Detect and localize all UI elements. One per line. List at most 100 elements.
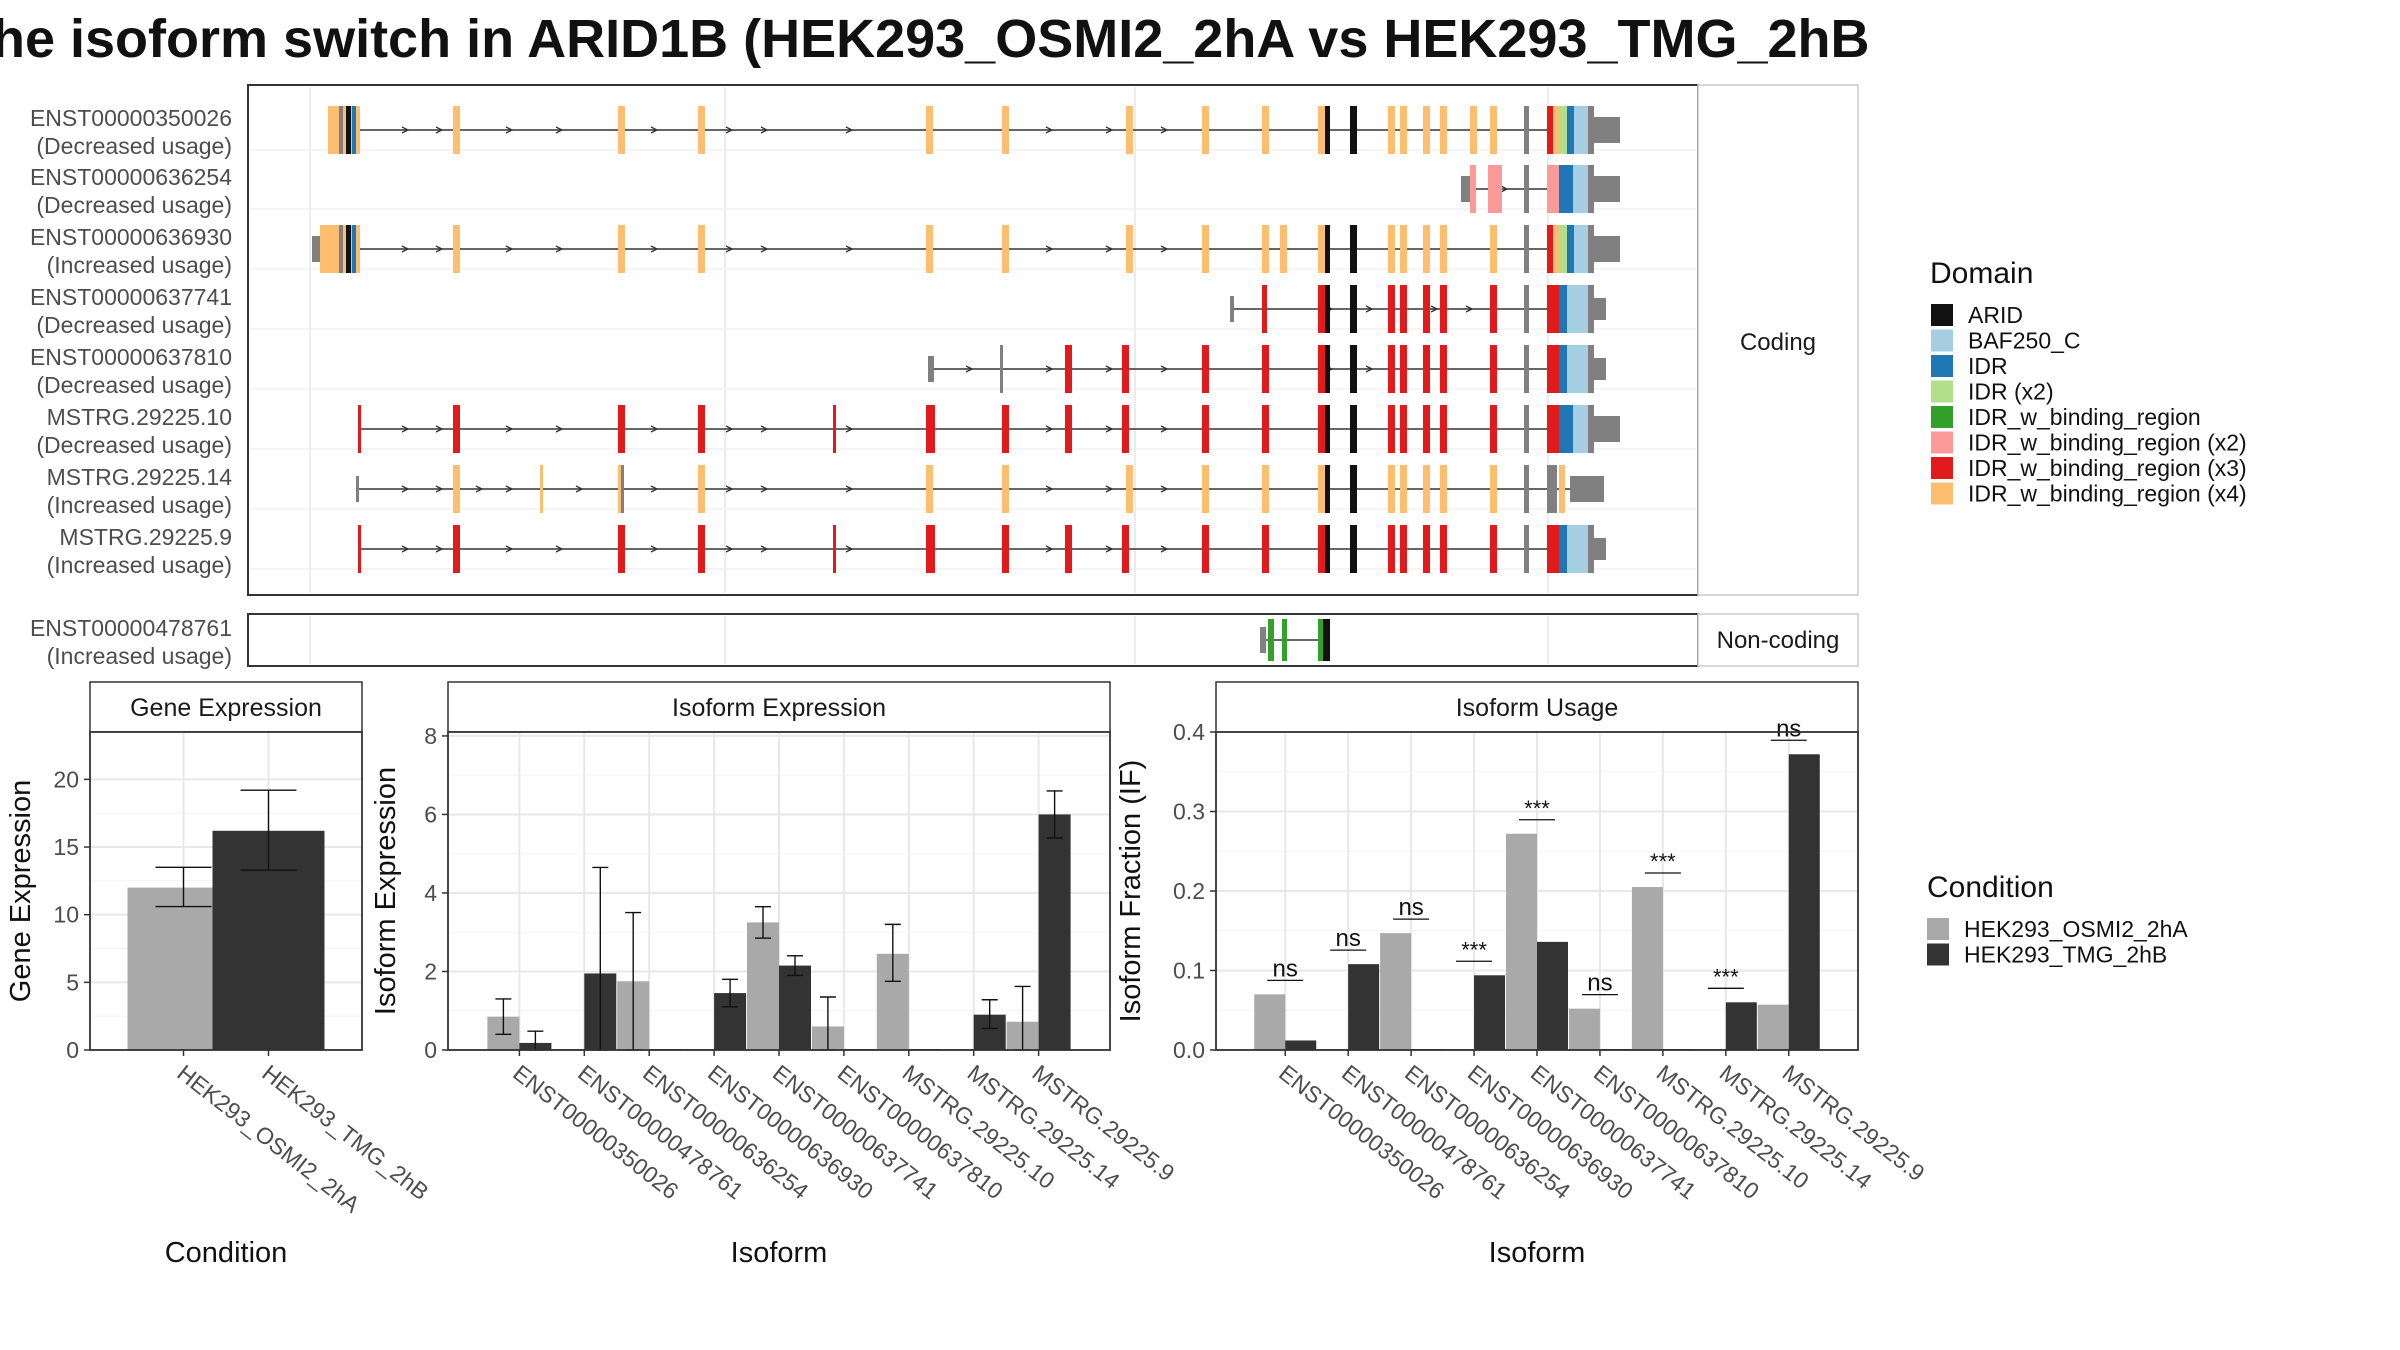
facet-strip xyxy=(447,681,1111,733)
exon-domain-block xyxy=(453,465,460,513)
exon-domain-block xyxy=(1318,345,1325,393)
condition-legend-swatch xyxy=(1927,918,1949,940)
domain-legend-swatch xyxy=(1931,406,1953,428)
exon-domain-block xyxy=(926,525,935,573)
intron-direction-arrow xyxy=(1105,126,1114,134)
utr-block xyxy=(1524,285,1529,333)
domain-legend-swatch xyxy=(1931,380,1953,403)
coding-strip-label: Coding xyxy=(1740,329,1816,356)
intron-direction-arrow xyxy=(1160,245,1169,253)
bar xyxy=(1788,754,1820,1050)
exon-domain-block xyxy=(1002,525,1009,573)
exon-domain-block xyxy=(618,405,625,453)
transcript-id-label: ENST00000350026 xyxy=(30,105,232,131)
y-tick-label: 10 xyxy=(53,902,79,928)
exon-domain-block xyxy=(1488,165,1502,213)
exon-domain-block xyxy=(1440,525,1447,573)
intron-direction-arrow xyxy=(760,545,769,553)
intron-direction-arrow xyxy=(725,485,734,493)
y-tick-label: 0.3 xyxy=(1173,799,1205,825)
exon-domain-block xyxy=(1325,525,1330,573)
exon-domain-block xyxy=(1122,345,1129,393)
exon-domain-block xyxy=(1490,405,1497,453)
intron-direction-arrow xyxy=(1160,545,1169,553)
exon-domain-block xyxy=(1126,465,1133,513)
intron-direction-arrow xyxy=(505,245,514,253)
y-tick-label: 0.4 xyxy=(1173,719,1205,745)
utr-block xyxy=(1524,405,1529,453)
exon-domain-block xyxy=(1202,106,1209,154)
exon-domain-block xyxy=(1423,345,1430,393)
exon-domain-block xyxy=(1126,225,1133,273)
intron-direction-arrow xyxy=(1500,185,1509,193)
utr-block xyxy=(1570,476,1604,502)
utr-block xyxy=(1588,345,1594,393)
intron-direction-arrow xyxy=(1045,485,1054,493)
intron-direction-arrow xyxy=(1105,245,1114,253)
exon-domain-block xyxy=(346,106,351,154)
exon-domain-block xyxy=(1423,405,1430,453)
condition-legend-label: HEK293_TMG_2hB xyxy=(1964,942,2167,968)
utr-block xyxy=(339,225,343,273)
exon-domain-block xyxy=(698,405,705,453)
domain-legend-label: IDR_w_binding_region (x4) xyxy=(1968,481,2247,507)
significance-label: *** xyxy=(1713,964,1739,989)
exon-domain-block xyxy=(1388,405,1395,453)
intron-direction-arrow xyxy=(1045,245,1054,253)
intron-direction-arrow xyxy=(555,126,564,134)
y-tick-label: 15 xyxy=(53,834,79,860)
intron-direction-arrow xyxy=(725,425,734,433)
intron-direction-arrow xyxy=(845,126,854,134)
intron-direction-arrow xyxy=(1105,425,1114,433)
domain-legend-swatch xyxy=(1931,304,1953,326)
exon-domain-block xyxy=(1388,345,1395,393)
intron-direction-arrow xyxy=(1105,545,1114,553)
utr-block xyxy=(1230,296,1234,322)
y-axis-title: Gene Expression xyxy=(5,780,37,1002)
exon-domain-block xyxy=(1574,225,1588,273)
exon-domain-block xyxy=(1002,106,1009,154)
exon-domain-block xyxy=(926,405,935,453)
exon-domain-block xyxy=(453,225,460,273)
exon-domain-block xyxy=(346,225,351,273)
exon-domain-block xyxy=(1559,225,1567,273)
exon-domain-block xyxy=(1262,525,1269,573)
utr-block xyxy=(1588,165,1594,213)
exon-domain-block xyxy=(1400,285,1407,333)
exon-domain-block xyxy=(618,525,625,573)
exon-domain-block xyxy=(1262,405,1269,453)
y-tick-label: 0.2 xyxy=(1173,878,1205,904)
exon-domain-block xyxy=(1490,106,1497,154)
x-axis-title: Isoform xyxy=(1489,1237,1586,1269)
intron-direction-arrow xyxy=(575,485,584,493)
domain-legend-label: IDR_w_binding_region (x2) xyxy=(1968,430,2247,456)
exon-domain-block xyxy=(1490,345,1497,393)
exon-domain-block xyxy=(1440,106,1447,154)
intron-direction-arrow xyxy=(401,126,410,134)
intron-direction-arrow xyxy=(650,425,659,433)
exon-domain-block xyxy=(1202,225,1209,273)
utr-block xyxy=(1524,525,1529,573)
domain-legend-label: IDR (x2) xyxy=(1968,379,2054,405)
noncoding-strip xyxy=(1697,613,1859,667)
exon-domain-block xyxy=(1440,465,1447,513)
exon-domain-block xyxy=(1440,405,1447,453)
exon-domain-block xyxy=(1202,465,1209,513)
exon-domain-block xyxy=(1423,525,1430,573)
domain-legend-swatch xyxy=(1931,431,1953,454)
exon-domain-block xyxy=(1202,525,1209,573)
exon-domain-block xyxy=(1350,465,1357,513)
exon-domain-block xyxy=(1318,619,1323,661)
transcript-structure-plot: Coding Non-coding ENST00000350026(Decrea… xyxy=(30,84,1859,669)
y-tick-label: 2 xyxy=(424,958,437,984)
utr-block xyxy=(1260,627,1266,653)
domain-legend-swatch xyxy=(1931,457,1953,479)
exon-domain-block xyxy=(1126,106,1133,154)
exon-domain-block xyxy=(698,225,705,273)
exon-domain-block xyxy=(1388,285,1395,333)
y-tick-label: 0 xyxy=(424,1037,437,1063)
exon-domain-block xyxy=(833,525,836,573)
intron-direction-arrow xyxy=(760,245,769,253)
intron-direction-arrow xyxy=(435,425,444,433)
